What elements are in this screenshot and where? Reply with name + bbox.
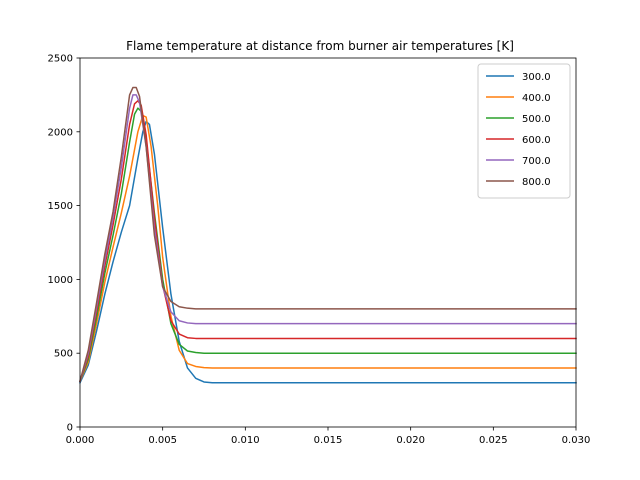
x-axis: 0.000 0.005 0.010 0.015 0.020 0.025 0.030 — [66, 427, 591, 446]
y-tick-label: 2000 — [48, 127, 73, 138]
x-tick-label: 0.015 — [314, 435, 343, 446]
legend-label-4: 600.0 — [522, 135, 551, 146]
legend-label-6: 800.0 — [522, 177, 551, 188]
x-tick-label: 0.025 — [479, 435, 508, 446]
series-line-2 — [79, 114, 577, 383]
legend-label-5: 700.0 — [522, 156, 551, 167]
x-tick-label: 0.020 — [396, 435, 425, 446]
series-line-5 — [79, 94, 577, 383]
series-line-6 — [79, 86, 577, 383]
y-tick-label: 2500 — [48, 54, 73, 65]
legend-label-2: 400.0 — [522, 93, 551, 104]
legend: 300.0 400.0 500.0 600.0 700.0 800.0 — [477, 63, 571, 199]
legend-label-3: 500.0 — [522, 114, 551, 125]
y-axis: 0 500 1000 1500 2000 2500 — [48, 54, 80, 434]
series-line-1 — [79, 120, 577, 384]
y-tick-label: 500 — [54, 349, 73, 360]
x-tick-label: 0.005 — [148, 435, 177, 446]
series-layer — [79, 86, 577, 384]
x-tick-label: 0.030 — [562, 435, 591, 446]
x-tick-label: 0.000 — [66, 435, 95, 446]
y-tick-label: 1000 — [48, 275, 73, 286]
x-tick-label: 0.010 — [231, 435, 260, 446]
legend-label-1: 300.0 — [522, 72, 551, 83]
chart-title: Flame temperature at distance from burne… — [126, 39, 514, 53]
y-tick-label: 1500 — [48, 201, 73, 212]
y-tick-label: 0 — [67, 423, 73, 434]
